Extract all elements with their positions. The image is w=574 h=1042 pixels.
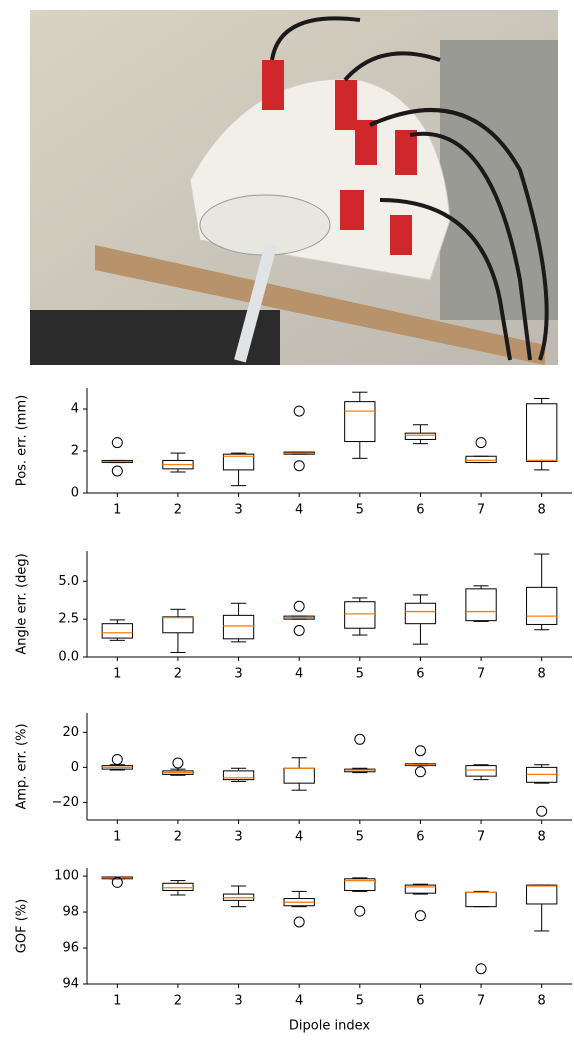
flier (294, 601, 304, 611)
x-tick-label: 5 (356, 667, 364, 682)
x-tick-label: 7 (477, 667, 485, 682)
y-tick-label: 100 (54, 869, 79, 884)
flier (294, 917, 304, 927)
box (527, 587, 557, 624)
box (405, 603, 435, 623)
flier (415, 746, 425, 756)
x-tick-label: 6 (416, 503, 424, 518)
flier (294, 406, 304, 416)
flier (112, 754, 122, 764)
y-axis-label: Angle err. (deg) (15, 553, 30, 654)
box (345, 602, 375, 629)
x-tick-label: 6 (416, 994, 424, 1009)
flier (294, 461, 304, 471)
x-tick-label: 1 (113, 830, 121, 845)
box (466, 892, 496, 906)
flier (476, 964, 486, 974)
y-tick-label: −20 (52, 795, 79, 810)
flier (415, 767, 425, 777)
y-tick-label: 2.5 (58, 612, 79, 627)
box (466, 589, 496, 621)
y-tick-label: 96 (62, 941, 79, 956)
y-tick-label: 0 (71, 760, 79, 775)
box (466, 456, 496, 462)
figure: 0 2 4 Pos. err. (mm) 1 2 3 4 5 6 7 8 0.0 2.5 5.0 Angle … (0, 0, 574, 1038)
box (102, 624, 132, 638)
x-tick-label: 5 (356, 994, 364, 1009)
x-tick-label: 1 (113, 503, 121, 518)
y-axis-label: GOF (%) (15, 899, 30, 953)
flier (112, 438, 122, 448)
box (163, 883, 193, 890)
x-tick-label: 7 (477, 994, 485, 1009)
y-axis-label: Amp. err. (%) (15, 723, 30, 809)
y-tick-label: 2 (71, 444, 79, 459)
x-tick-label: 2 (174, 994, 182, 1009)
x-tick-label: 6 (416, 830, 424, 845)
x-tick-label: 8 (538, 503, 546, 518)
y-tick-label: 94 (62, 977, 79, 992)
x-tick-label: 8 (538, 994, 546, 1009)
y-tick-label: 0.0 (58, 650, 79, 665)
flier (355, 906, 365, 916)
x-tick-label: 3 (234, 830, 242, 845)
x-tick-label: 3 (234, 503, 242, 518)
x-tick-label: 4 (295, 503, 303, 518)
x-tick-label: 4 (295, 830, 303, 845)
x-tick-label: 8 (538, 830, 546, 845)
x-tick-label: 3 (234, 667, 242, 682)
x-axis-label: Dipole index (289, 1019, 370, 1034)
flier (415, 911, 425, 921)
y-tick-label: 20 (62, 725, 79, 740)
x-tick-label: 2 (174, 503, 182, 518)
y-tick-label: 0 (71, 486, 79, 501)
flier (476, 438, 486, 448)
box (466, 766, 496, 777)
box (345, 402, 375, 442)
x-tick-label: 2 (174, 667, 182, 682)
page: {"chart_data": [ {"type": "box", "ylabel… (0, 0, 574, 1038)
photo (30, 10, 558, 365)
x-tick-label: 7 (477, 830, 485, 845)
x-tick-label: 8 (538, 667, 546, 682)
x-tick-label: 4 (295, 994, 303, 1009)
box (163, 617, 193, 633)
x-tick-label: 6 (416, 667, 424, 682)
x-tick-label: 2 (174, 830, 182, 845)
box (223, 615, 253, 638)
x-tick-label: 1 (113, 994, 121, 1009)
flier (294, 626, 304, 636)
box (527, 404, 557, 462)
y-tick-label: 98 (62, 905, 79, 920)
y-tick-label: 4 (71, 402, 79, 417)
x-tick-label: 1 (113, 667, 121, 682)
x-tick-label: 3 (234, 994, 242, 1009)
flier (355, 734, 365, 744)
flier (173, 758, 183, 768)
x-tick-label: 7 (477, 503, 485, 518)
box (284, 768, 314, 783)
x-tick-label: 5 (356, 830, 364, 845)
y-axis-label: Pos. err. (mm) (15, 395, 30, 486)
x-tick-label: 4 (295, 667, 303, 682)
box (527, 885, 557, 904)
box (405, 433, 435, 439)
x-tick-label: 5 (356, 503, 364, 518)
y-tick-label: 5.0 (58, 574, 79, 589)
flier (112, 466, 122, 476)
flier (537, 806, 547, 816)
